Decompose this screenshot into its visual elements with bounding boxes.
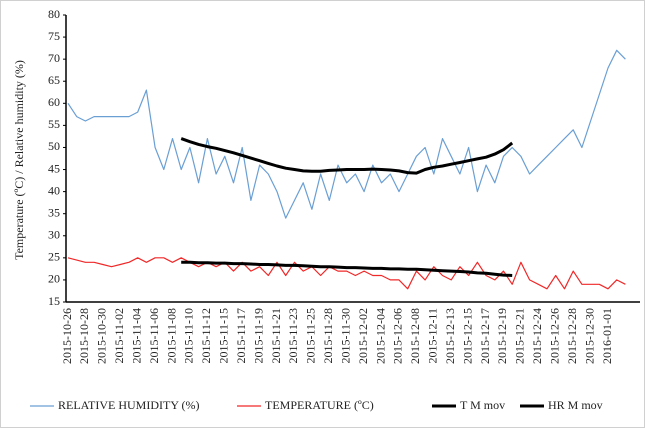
x-tick-label: 2015-11-30 bbox=[338, 308, 352, 364]
x-tick-label: 2015-11-15 bbox=[217, 308, 231, 364]
y-tick-label: 35 bbox=[48, 205, 60, 219]
x-tick-label: 2015-11-23 bbox=[286, 308, 300, 364]
series-line bbox=[67, 49, 626, 219]
y-tick-label: 65 bbox=[48, 73, 60, 87]
x-tick-label: 2015-12-24 bbox=[530, 308, 544, 364]
legend-label: RELATIVE HUMIDITY (%) bbox=[58, 398, 200, 412]
x-tick-label: 2015-11-19 bbox=[251, 308, 265, 364]
legend-label: T M mov bbox=[460, 398, 505, 412]
x-tick-label: 2015-10-30 bbox=[95, 308, 109, 364]
y-tick-label: 60 bbox=[48, 95, 60, 109]
legend-label: TEMPERATURE (ºC) bbox=[265, 398, 374, 412]
x-tick-label: 2015-12-26 bbox=[547, 308, 561, 364]
x-tick-label: 2015-12-15 bbox=[460, 308, 474, 364]
x-tick-label: 2015-11-21 bbox=[269, 308, 283, 364]
y-tick-label: 45 bbox=[48, 161, 60, 175]
x-tick-label: 2015-12-08 bbox=[408, 308, 422, 364]
y-tick-label: 15 bbox=[48, 294, 60, 308]
x-tick-label: 2015-12-28 bbox=[565, 308, 579, 364]
x-tick-label: 2015-11-17 bbox=[234, 308, 248, 364]
y-tick-label: 70 bbox=[48, 51, 60, 65]
x-tick-label: 2015-11-12 bbox=[199, 308, 213, 364]
y-tick-label: 40 bbox=[48, 183, 60, 197]
x-tick-label: 2015-12-13 bbox=[443, 308, 457, 364]
x-tick-label: 2015-10-26 bbox=[60, 308, 74, 364]
x-tick-label: 2015-11-06 bbox=[147, 308, 161, 364]
x-tick-label: 2015-12-11 bbox=[426, 308, 440, 364]
series-line bbox=[181, 260, 513, 277]
series-line bbox=[180, 137, 514, 175]
x-tick-label: 2015-11-25 bbox=[304, 308, 318, 364]
y-tick-label: 20 bbox=[48, 272, 60, 286]
y-tick-label: 75 bbox=[48, 29, 60, 43]
legend-label: HR M mov bbox=[548, 398, 603, 412]
x-tick-label: 2015-11-10 bbox=[182, 308, 196, 364]
x-tick-label: 2015-11-08 bbox=[164, 308, 178, 364]
x-tick-label: 2015-12-04 bbox=[373, 308, 387, 364]
y-tick-label: 25 bbox=[48, 250, 60, 264]
y-tick-label: 80 bbox=[48, 7, 60, 21]
x-tick-label: 2015-12-02 bbox=[356, 308, 370, 364]
x-tick-label: 2015-12-06 bbox=[391, 308, 405, 364]
x-tick-label: 2015-11-04 bbox=[129, 308, 143, 364]
y-tick-label: 55 bbox=[48, 117, 60, 131]
x-tick-label: 2015-12-17 bbox=[478, 308, 492, 364]
x-tick-label: 2015-12-19 bbox=[495, 308, 509, 364]
y-axis-label: Temperature (ºC) / Relative humidity (%) bbox=[12, 60, 26, 260]
series-line bbox=[67, 257, 626, 290]
y-tick-label: 30 bbox=[48, 228, 60, 242]
x-tick-label: 2015-12-30 bbox=[582, 308, 596, 364]
x-tick-label: 2015-10-28 bbox=[77, 308, 91, 364]
x-tick-label: 2016-01-01 bbox=[600, 308, 614, 364]
y-tick-label: 50 bbox=[48, 139, 60, 153]
x-tick-label: 2015-11-02 bbox=[112, 308, 126, 364]
x-tick-label: 2015-11-28 bbox=[321, 308, 335, 364]
x-tick-label: 2015-12-21 bbox=[513, 308, 527, 364]
